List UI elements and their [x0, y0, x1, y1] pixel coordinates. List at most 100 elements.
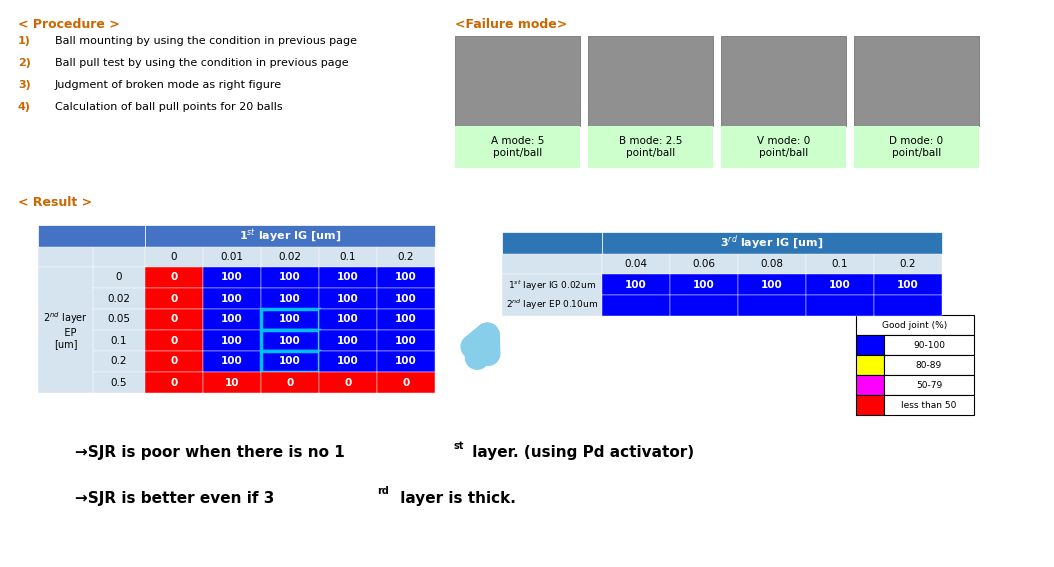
Text: 100: 100: [337, 273, 358, 282]
Bar: [884, 355, 974, 375]
Text: 4): 4): [18, 102, 31, 112]
Text: 0.01: 0.01: [220, 252, 243, 262]
Bar: [261, 288, 319, 309]
Bar: [93, 247, 145, 267]
Text: 100: 100: [279, 294, 300, 303]
Bar: [145, 330, 203, 351]
Text: 0.04: 0.04: [625, 259, 647, 269]
Bar: [377, 372, 435, 393]
Bar: [38, 225, 145, 247]
Text: 100: 100: [221, 273, 242, 282]
Bar: [670, 254, 738, 274]
Text: 0: 0: [171, 336, 178, 345]
Text: 0: 0: [171, 273, 178, 282]
Bar: [203, 288, 261, 309]
Bar: [145, 247, 203, 267]
Text: layer is thick.: layer is thick.: [395, 490, 515, 506]
Text: 2$^{nd}$ layer
   EP
[um]: 2$^{nd}$ layer EP [um]: [43, 311, 87, 349]
Text: < Procedure >: < Procedure >: [18, 18, 120, 31]
Bar: [856, 395, 884, 415]
Text: 100: 100: [221, 336, 242, 345]
Bar: [856, 335, 884, 355]
Text: Ball mounting by using the condition in previous page: Ball mounting by using the condition in …: [55, 36, 357, 46]
Bar: [145, 351, 203, 372]
Bar: [602, 274, 670, 295]
Text: 0.2: 0.2: [111, 357, 128, 366]
Bar: [455, 126, 580, 168]
Text: 100: 100: [829, 280, 851, 290]
Bar: [602, 254, 670, 274]
Text: 0: 0: [287, 378, 294, 387]
Bar: [261, 247, 319, 267]
Bar: [738, 295, 806, 316]
Text: 100: 100: [625, 280, 647, 290]
Bar: [721, 36, 846, 126]
Bar: [874, 295, 942, 316]
Text: 100: 100: [395, 336, 417, 345]
Bar: [319, 309, 377, 330]
Bar: [455, 36, 580, 126]
Text: 100: 100: [395, 315, 417, 324]
Bar: [261, 267, 319, 288]
Bar: [93, 330, 145, 351]
Text: 0.05: 0.05: [108, 315, 131, 324]
Text: 0.2: 0.2: [397, 252, 414, 262]
Bar: [738, 274, 806, 295]
Bar: [884, 395, 974, 415]
Bar: [145, 372, 203, 393]
Text: 100: 100: [897, 280, 919, 290]
Text: A mode: 5
point/ball: A mode: 5 point/ball: [491, 136, 544, 158]
Bar: [377, 330, 435, 351]
Text: Calculation of ball pull points for 20 balls: Calculation of ball pull points for 20 b…: [55, 102, 282, 112]
Text: 2$^{nd}$ layer EP 0.10um: 2$^{nd}$ layer EP 0.10um: [506, 297, 598, 312]
Bar: [588, 126, 713, 168]
Bar: [261, 330, 319, 351]
Text: 0: 0: [171, 378, 178, 387]
Bar: [854, 126, 979, 168]
Text: V mode: 0
point/ball: V mode: 0 point/ball: [757, 136, 811, 158]
Text: 0.5: 0.5: [111, 378, 128, 387]
Bar: [856, 375, 884, 395]
Bar: [145, 288, 203, 309]
Bar: [93, 288, 145, 309]
Bar: [738, 254, 806, 274]
Bar: [93, 372, 145, 393]
Bar: [203, 372, 261, 393]
Bar: [602, 295, 670, 316]
Text: 100: 100: [221, 294, 242, 303]
Bar: [670, 274, 738, 295]
Bar: [145, 309, 203, 330]
Bar: [874, 254, 942, 274]
Text: 0.08: 0.08: [761, 259, 783, 269]
Bar: [203, 351, 261, 372]
Bar: [377, 267, 435, 288]
Text: 3): 3): [18, 80, 31, 90]
Bar: [145, 225, 435, 247]
Text: layer. (using Pd activator): layer. (using Pd activator): [467, 446, 695, 460]
Text: 100: 100: [694, 280, 715, 290]
Bar: [319, 247, 377, 267]
Text: 100: 100: [337, 294, 358, 303]
Bar: [602, 232, 942, 254]
Bar: [319, 351, 377, 372]
Text: 0: 0: [345, 378, 352, 387]
Bar: [261, 309, 319, 330]
Text: 100: 100: [279, 357, 300, 366]
Bar: [38, 267, 93, 393]
Text: < Result >: < Result >: [18, 196, 92, 209]
Bar: [319, 330, 377, 351]
Text: 100: 100: [279, 336, 300, 345]
Bar: [502, 254, 602, 274]
Text: 80-89: 80-89: [916, 361, 942, 370]
Text: 50-79: 50-79: [916, 380, 942, 390]
Text: 0.1: 0.1: [111, 336, 128, 345]
Bar: [502, 274, 602, 316]
Text: st: st: [453, 441, 464, 451]
Text: 100: 100: [395, 357, 417, 366]
Bar: [93, 267, 145, 288]
Bar: [854, 36, 979, 126]
Text: 1$^{st}$ layer IG [um]: 1$^{st}$ layer IG [um]: [239, 227, 341, 244]
Bar: [93, 309, 145, 330]
Bar: [588, 36, 713, 126]
Text: 0.2: 0.2: [900, 259, 916, 269]
